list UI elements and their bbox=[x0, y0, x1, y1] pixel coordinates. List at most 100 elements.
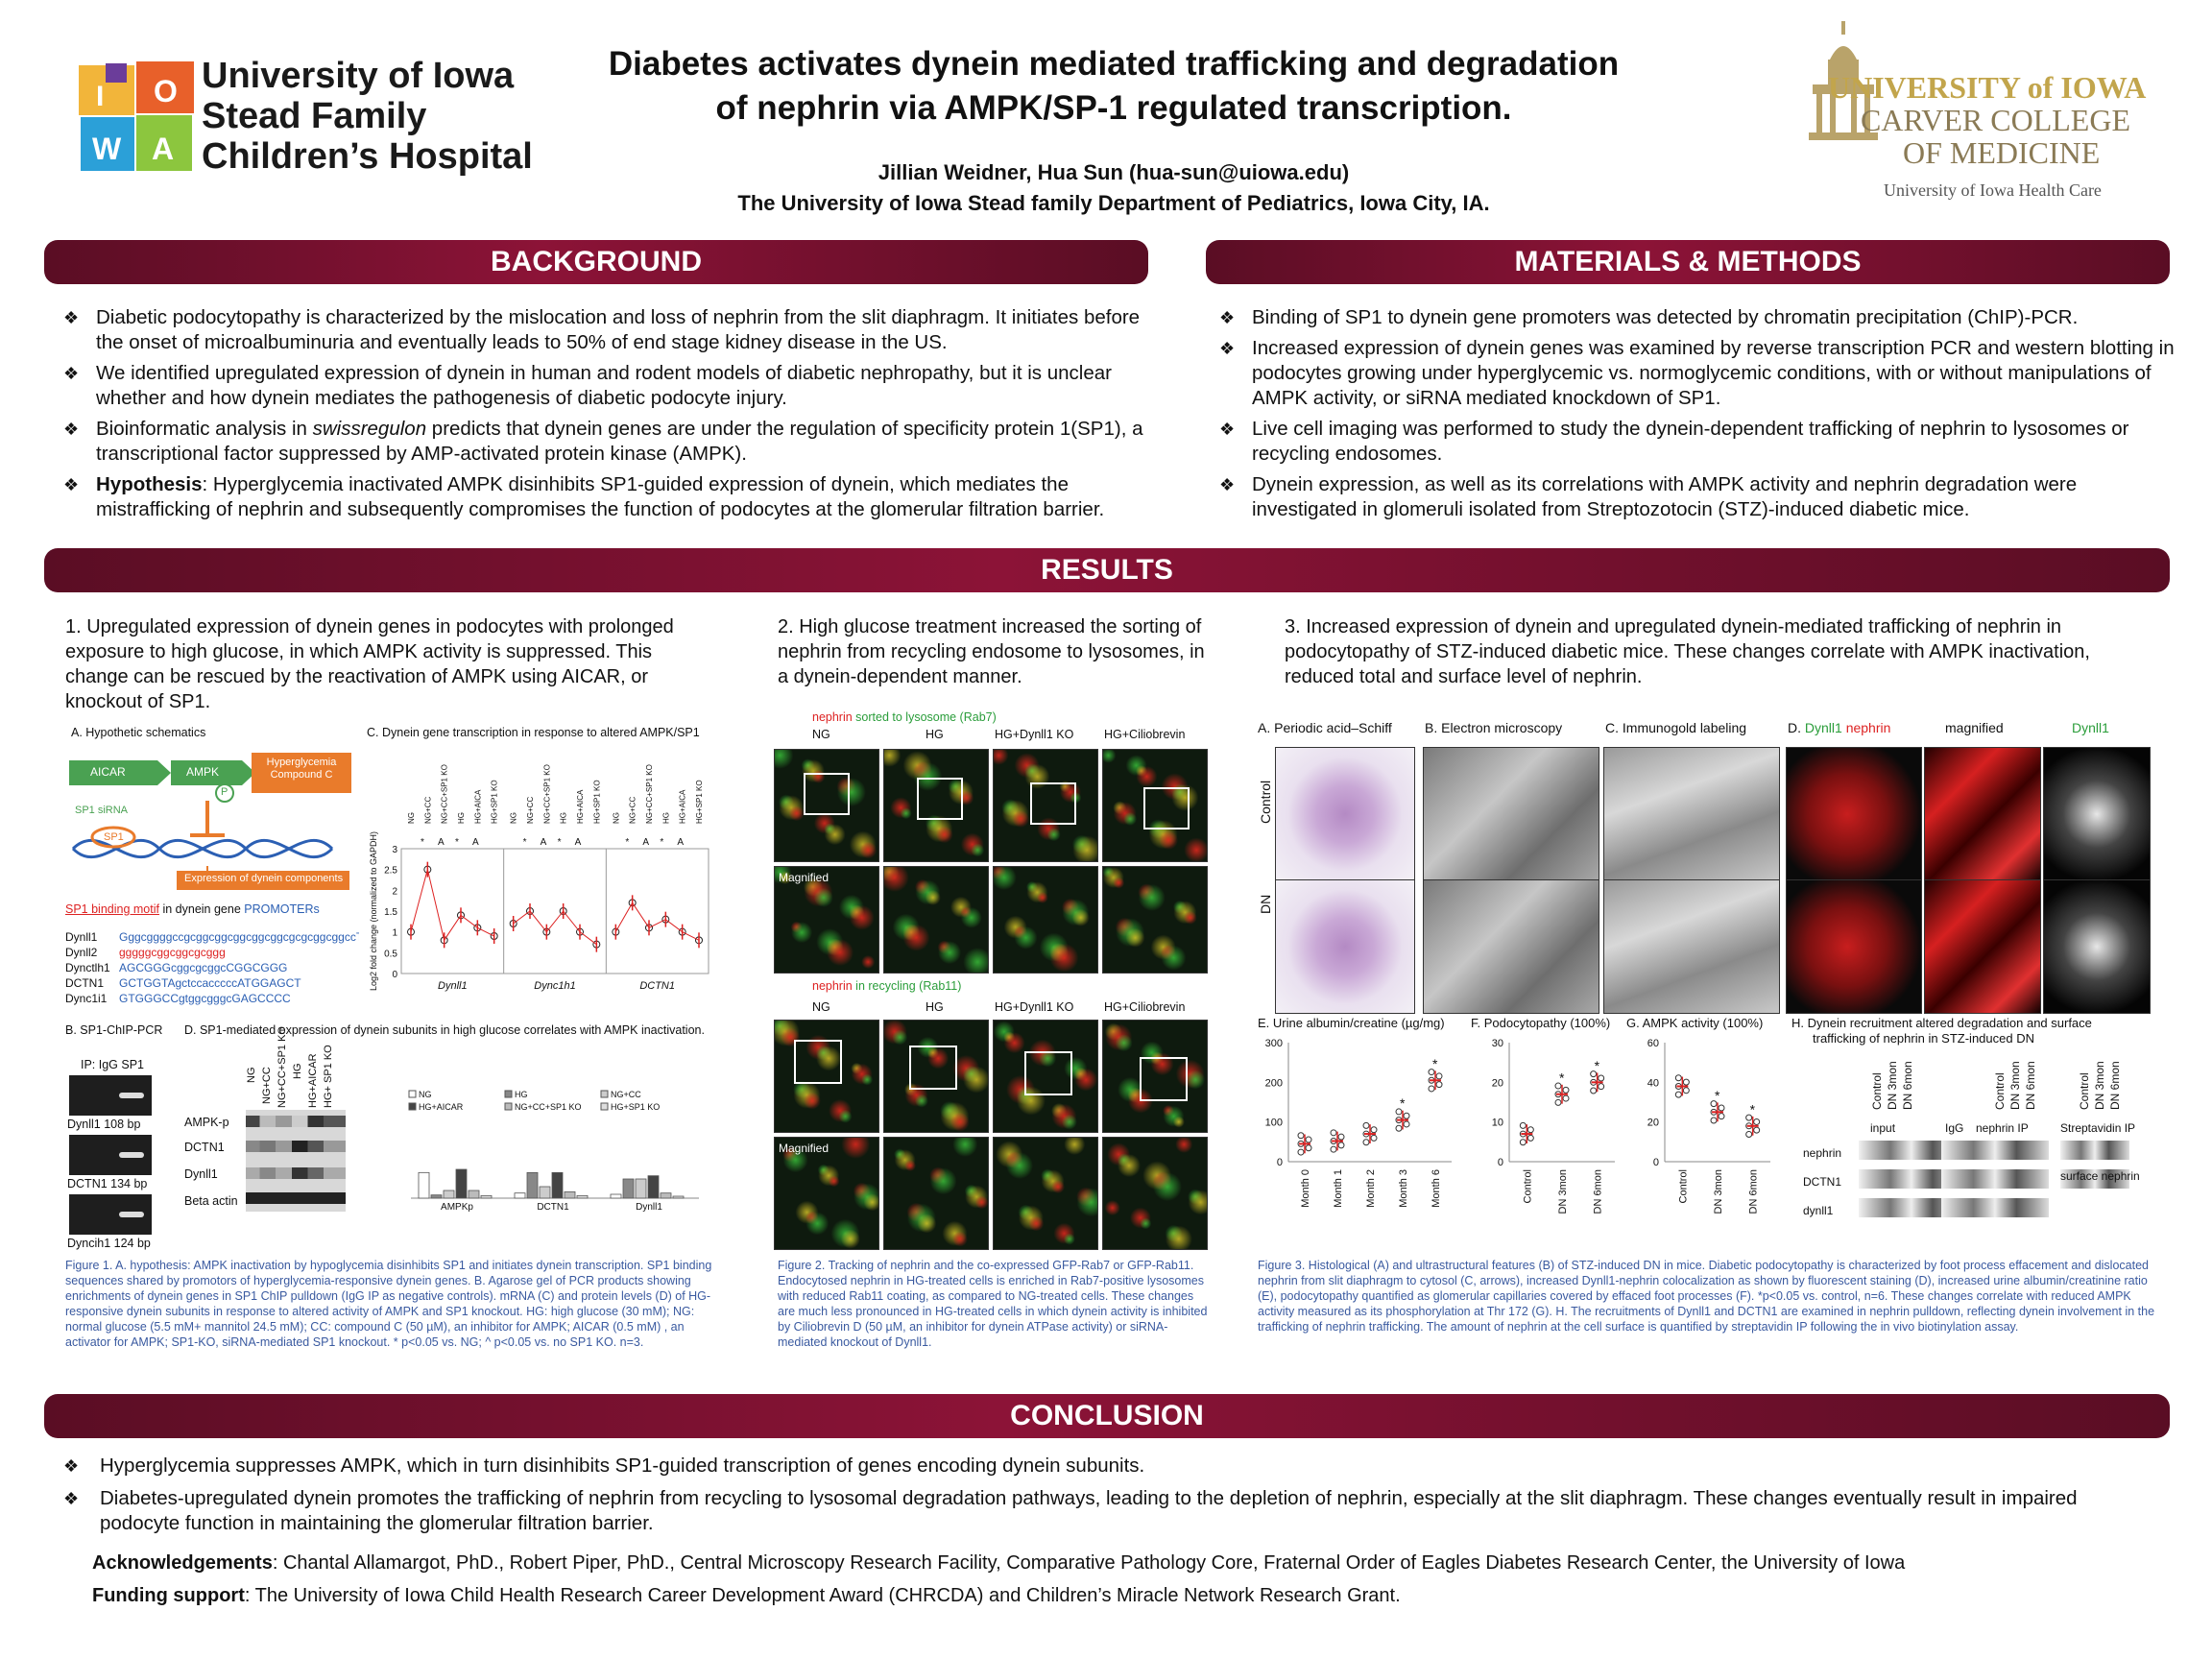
data-point bbox=[1554, 1098, 1562, 1106]
condition-label: HG+AICA bbox=[473, 789, 482, 824]
significance-mark: * bbox=[625, 837, 629, 848]
bar bbox=[443, 1190, 455, 1199]
data-point bbox=[1753, 1118, 1761, 1125]
x-tick-label: DN 3mon bbox=[1713, 1169, 1724, 1214]
blot-lane-label: DN 3mon bbox=[2008, 1061, 2022, 1110]
methods-heading: MATERIALS & METHODS bbox=[1514, 246, 1862, 277]
bar bbox=[672, 1195, 685, 1199]
fig3-panel-f-chart: 0 10 20 30 Control * DN 3mon * DN 6mon bbox=[1492, 1038, 1615, 1214]
blot-strip bbox=[2060, 1169, 2129, 1189]
data-point bbox=[1370, 1134, 1378, 1142]
figure-3: A. Periodic acid–Schiff B. Electron micr… bbox=[1248, 718, 2170, 1256]
funding-support: Funding support: The University of Iowa … bbox=[92, 1585, 1401, 1606]
condition-label: HG+SP1 KO bbox=[695, 780, 704, 824]
wb-lane: NG bbox=[246, 1067, 257, 1084]
x-tick-label: AMPKp bbox=[441, 1202, 473, 1212]
fluorescence-micrograph bbox=[1102, 866, 1208, 974]
hypothesis-schematic bbox=[69, 753, 351, 890]
expression-label: Expression of dynein components bbox=[184, 873, 344, 884]
significance-mark: A bbox=[541, 837, 547, 848]
histology-image bbox=[1275, 747, 1415, 881]
data-point bbox=[1753, 1126, 1761, 1134]
zoom-box bbox=[1143, 787, 1190, 830]
y-tick-label: 10 bbox=[1492, 1118, 1503, 1129]
legend-swatch bbox=[504, 1102, 513, 1111]
significance-mark: * bbox=[455, 837, 459, 848]
data-point bbox=[1305, 1144, 1312, 1152]
data-point bbox=[1403, 1112, 1410, 1119]
x-tick-label: Month 0 bbox=[1300, 1169, 1311, 1208]
x-tick-label: Control bbox=[1677, 1169, 1689, 1203]
blot-row-label: DCTN1 bbox=[1803, 1175, 1842, 1189]
y-tick-label: 0 bbox=[392, 970, 397, 980]
background-heading: BACKGROUND bbox=[491, 246, 702, 277]
right-logo-line-3: OF MEDICINE bbox=[1903, 135, 2101, 170]
diamond-bullet-icon: ❖ bbox=[1219, 420, 1236, 439]
result-1-text: 1. Upregulated expression of dynein gene… bbox=[65, 616, 674, 712]
background-bullet: ❖ We identified upregulated expression of… bbox=[63, 362, 1112, 409]
methods-bullets: ❖ Binding of SP1 to dynein gene promoters… bbox=[1219, 305, 2176, 528]
blot-row-label: nephrin bbox=[1803, 1146, 1842, 1160]
fig3-panel-e-label: E. Urine albumin/creatine (µg/mg) bbox=[1258, 1016, 1445, 1030]
data-point bbox=[1674, 1091, 1682, 1098]
data-point bbox=[1598, 1083, 1605, 1091]
data-point bbox=[1435, 1072, 1443, 1080]
seq-row: Dynctlh1 AGCGGGcggcgcggcCGGCGGG bbox=[65, 961, 288, 974]
diamond-bullet-icon: ❖ bbox=[63, 1489, 80, 1508]
data-point bbox=[1598, 1074, 1605, 1082]
blot-lane-label: Control bbox=[1870, 1072, 1884, 1110]
left-logo: I O W A University of Iowa Stead Family … bbox=[77, 56, 538, 177]
legend-swatch bbox=[408, 1102, 417, 1111]
fig3-head: A. Periodic acid–Schiff bbox=[1258, 720, 1392, 735]
y-tick-label: 20 bbox=[1492, 1077, 1503, 1089]
background-bullets: ❖ Diabetic podocytopathy is characterized… bbox=[63, 305, 1158, 528]
x-tick-label: Month 6 bbox=[1431, 1169, 1442, 1208]
x-tick-label: DN 6mon bbox=[1748, 1169, 1760, 1214]
chip-gel-dctn1 bbox=[69, 1135, 152, 1175]
wb-blot bbox=[246, 1110, 346, 1212]
diamond-bullet-icon: ❖ bbox=[63, 475, 80, 494]
data-point bbox=[1337, 1142, 1345, 1149]
blot-group-label: nephrin IP bbox=[1976, 1121, 2029, 1135]
background-bullet: ❖ Bioinformatic analysis in swissregulon … bbox=[63, 418, 1143, 465]
diamond-bullet-icon: ❖ bbox=[1219, 339, 1236, 358]
condition-label: HG+SP1 KO bbox=[592, 780, 601, 824]
significance-mark: * bbox=[1715, 1088, 1720, 1103]
y-tick-label: 0 bbox=[1653, 1157, 1659, 1168]
background-bullet: ❖ Diabetic podocytopathy is characterized… bbox=[63, 306, 1141, 353]
blot-lane-label: DN 3mon bbox=[1886, 1061, 1899, 1110]
data-point bbox=[1519, 1139, 1527, 1146]
fig2-col-label: HG bbox=[926, 1000, 944, 1014]
zoom-box bbox=[804, 773, 850, 815]
data-point bbox=[1718, 1104, 1725, 1112]
y-tick-label: 1 bbox=[392, 928, 397, 939]
significance-mark: A bbox=[677, 837, 684, 848]
condition-label: NG+CC bbox=[629, 797, 637, 824]
wb-lane: NG+CC bbox=[261, 1067, 273, 1104]
right-logo-line-2: CARVER COLLEGE bbox=[1861, 103, 2130, 137]
blot-row-label: dynll1 bbox=[1803, 1204, 1834, 1217]
condition-label: NG+CC+SP1 KO bbox=[542, 764, 551, 824]
fig3-panel-g-label: G. AMPK activity (100%) bbox=[1626, 1016, 1764, 1030]
bar bbox=[635, 1178, 647, 1199]
bar bbox=[514, 1192, 526, 1199]
svg-text:A: A bbox=[152, 132, 174, 166]
methods-bullet: ❖ Increased expression of dynein genes wa… bbox=[1219, 337, 2175, 409]
seq-row: Dynll1 Gggcggggccgcggcggcggcggcggcgcgcggc… bbox=[65, 930, 359, 944]
blot-lane-label: DN 6mon bbox=[2024, 1061, 2037, 1110]
fig3-head-d: D. Dynll1 nephrin bbox=[1788, 720, 1891, 735]
authors-block: Jillian Weidner, Hua Sun (hua-sun@uiowa.… bbox=[538, 157, 1690, 219]
blot-strip bbox=[1941, 1141, 2049, 1160]
conclusion-bullet: ❖ Diabetes-upregulated dynein promotes th… bbox=[63, 1487, 2078, 1534]
significance-mark: * bbox=[523, 837, 527, 848]
data-point bbox=[1435, 1081, 1443, 1089]
logo-line-3: Children’s Hospital bbox=[202, 136, 533, 177]
y-tick-label: 2 bbox=[392, 886, 397, 897]
data-point bbox=[1590, 1087, 1598, 1094]
fluorescence-micrograph bbox=[1102, 1137, 1208, 1250]
y-tick-label: 0 bbox=[1277, 1157, 1283, 1168]
seq-row: Dynll2 gggggcggcggcgcggg bbox=[65, 946, 226, 959]
bar bbox=[418, 1171, 430, 1199]
methods-bullet: ❖ Dynein expression, as well as its corre… bbox=[1219, 473, 2078, 520]
conclusion-banner: CONCLUSION bbox=[44, 1394, 2170, 1438]
